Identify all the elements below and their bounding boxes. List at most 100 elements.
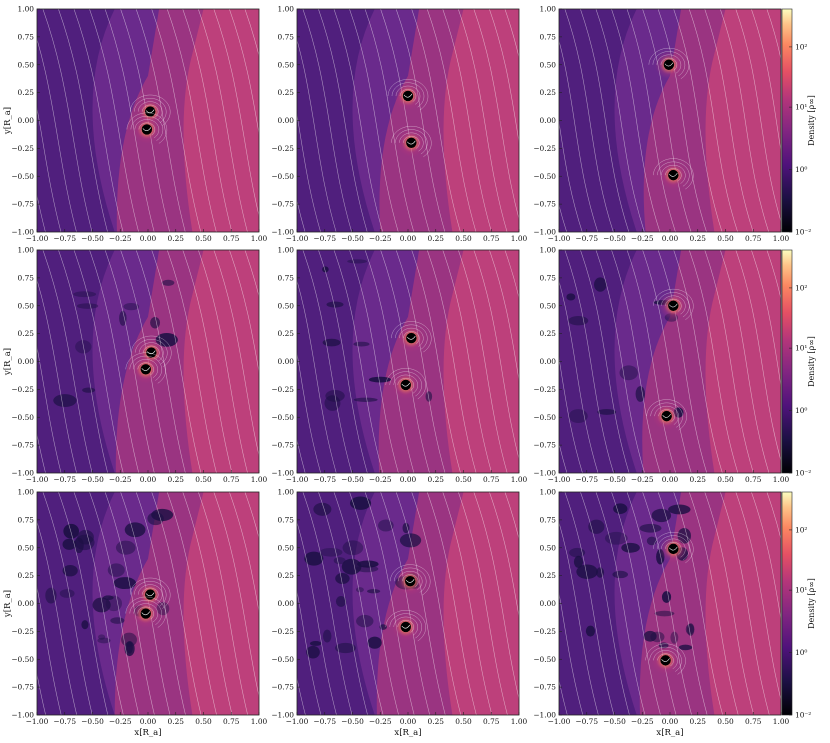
colorbar-tick-label: 10¹	[795, 586, 807, 595]
x-tick-label: 0.00	[140, 234, 157, 243]
y-tick-label: −0.50	[533, 413, 556, 422]
y-tick-label: −0.50	[11, 655, 34, 664]
sink-particle	[668, 169, 679, 181]
y-tick-label: −0.25	[11, 144, 34, 153]
x-tick-label: 0.75	[223, 234, 240, 243]
y-tick-label: −0.50	[271, 655, 294, 664]
x-tick-label: 0.75	[223, 475, 240, 484]
colorbar-label: Density [ρ∞]	[807, 578, 816, 629]
sink-particle	[400, 379, 411, 391]
x-tick-label: 1.00	[251, 717, 268, 726]
y-tick-label: 0.25	[18, 571, 35, 580]
x-tick-label: −1.00	[286, 234, 309, 243]
x-tick-label: 0.50	[455, 717, 472, 726]
y-tick-label: −1.00	[271, 711, 294, 720]
x-tick-label: 0.00	[662, 475, 679, 484]
y-tick-label: −0.50	[11, 413, 34, 422]
x-tick-label: 1.00	[511, 717, 528, 726]
y-tick-label: 0.50	[18, 60, 35, 69]
x-tick-label: 1.00	[511, 234, 528, 243]
y-tick-label: −1.00	[11, 469, 34, 478]
x-tick-label: 0.25	[690, 717, 707, 726]
y-tick-label: 0.00	[278, 357, 295, 366]
y-tick-label: −0.25	[533, 627, 556, 636]
y-tick-label: −0.50	[11, 172, 34, 181]
y-tick-label: 0.50	[18, 301, 35, 310]
y-tick-label: −0.75	[11, 441, 34, 450]
y-tick-label: −1.00	[11, 711, 34, 720]
y-tick-label: 0.50	[278, 301, 295, 310]
y-tick-label: −0.75	[271, 200, 294, 209]
sink-particle	[405, 576, 416, 587]
y-tick-label: 0.00	[18, 357, 35, 366]
sink-particle	[140, 608, 151, 619]
x-tick-label: 0.50	[195, 475, 212, 484]
x-tick-label: 0.75	[745, 475, 762, 484]
rarefied-region	[37, 9, 115, 232]
x-tick-label: −0.25	[109, 234, 132, 243]
panel-2-1: 1.00 0.75 0.50 0.25 0.00 −0.25 −0.50 −0.75 −1.00…	[271, 488, 528, 739]
panel-0-1: 1.00 0.75 0.50 0.25 0.00 −0.25 −0.50 −0.75 −1.00…	[271, 5, 528, 244]
y-tick-label: −1.00	[11, 228, 34, 237]
rarefied-region	[37, 250, 115, 473]
x-tick-label: 0.00	[400, 475, 417, 484]
y-tick-label: 1.00	[540, 5, 557, 14]
panel-2-0: 1.00 0.75 0.50 0.25 0.00 −0.25 −0.50 −0.75 −1.00…	[3, 488, 268, 739]
streamlines	[297, 492, 519, 715]
x-tick-label: −0.75	[53, 234, 76, 243]
sink-particle	[146, 347, 157, 358]
x-tick-label: −1.00	[26, 234, 49, 243]
y-tick-label: 0.75	[18, 273, 35, 282]
streamlines	[297, 250, 519, 473]
y-tick-label: −0.75	[271, 683, 294, 692]
panel-0-2: 1.00 0.75 0.50 0.25 0.00 −0.25 −0.50 −0.75 −1.00…	[533, 5, 816, 244]
x-tick-label: −0.75	[575, 717, 598, 726]
x-tick-label: −1.00	[286, 717, 309, 726]
x-tick-label: −0.50	[81, 234, 104, 243]
y-tick-label: 0.50	[540, 543, 557, 552]
y-tick-label: 0.00	[540, 357, 557, 366]
y-tick-label: −0.75	[533, 200, 556, 209]
x-tick-label: 0.50	[717, 717, 734, 726]
colorbar-label: Density [ρ∞]	[807, 95, 816, 146]
streamlines	[559, 250, 781, 473]
rarefied-region	[559, 9, 637, 232]
y-tick-label: −0.75	[11, 683, 34, 692]
x-tick-label: 0.50	[455, 234, 472, 243]
rarefied-region	[37, 492, 115, 715]
x-tick-label: −1.00	[26, 717, 49, 726]
colorbar-tick-label: 10⁰	[795, 648, 807, 657]
y-tick-label: 0.25	[18, 329, 35, 338]
x-tick-label: −0.75	[53, 475, 76, 484]
sink-particle	[660, 655, 671, 666]
y-tick-label: −0.50	[533, 655, 556, 664]
y-tick-label: −0.75	[533, 441, 556, 450]
y-axis-label: y[R_a]	[3, 107, 13, 135]
x-tick-label: 0.75	[483, 717, 500, 726]
y-tick-label: 0.75	[18, 515, 35, 524]
y-tick-label: 1.00	[540, 488, 557, 497]
panel-1-1: 1.00 0.75 0.50 0.25 0.00 −0.25 −0.50 −0.75 −1.00…	[271, 246, 527, 485]
x-tick-label: −0.75	[53, 717, 76, 726]
y-tick-label: −0.25	[533, 144, 556, 153]
x-tick-label: −1.00	[548, 234, 571, 243]
x-tick-label: 1.00	[251, 475, 268, 484]
x-tick-label: 0.75	[483, 234, 500, 243]
colorbar-tick-label: 10²	[795, 42, 807, 51]
rarefied-region	[297, 492, 375, 715]
x-tick-label: 0.25	[168, 475, 185, 484]
x-tick-label: 0.00	[400, 717, 417, 726]
x-tick-label: −0.75	[575, 234, 598, 243]
x-tick-label: −0.25	[109, 717, 132, 726]
y-tick-label: 0.50	[278, 60, 295, 69]
y-tick-label: 1.00	[18, 246, 35, 255]
y-tick-label: 0.25	[278, 329, 295, 338]
x-tick-label: 1.00	[773, 234, 790, 243]
colorbar: 10² 10¹ 10⁰ 10⁻² Density [ρ∞]	[781, 491, 816, 720]
x-tick-label: 0.00	[140, 717, 157, 726]
y-tick-label: 1.00	[278, 246, 295, 255]
sink-particle	[145, 589, 156, 600]
x-tick-label: 0.50	[717, 234, 734, 243]
y-tick-label: 0.75	[540, 273, 557, 282]
